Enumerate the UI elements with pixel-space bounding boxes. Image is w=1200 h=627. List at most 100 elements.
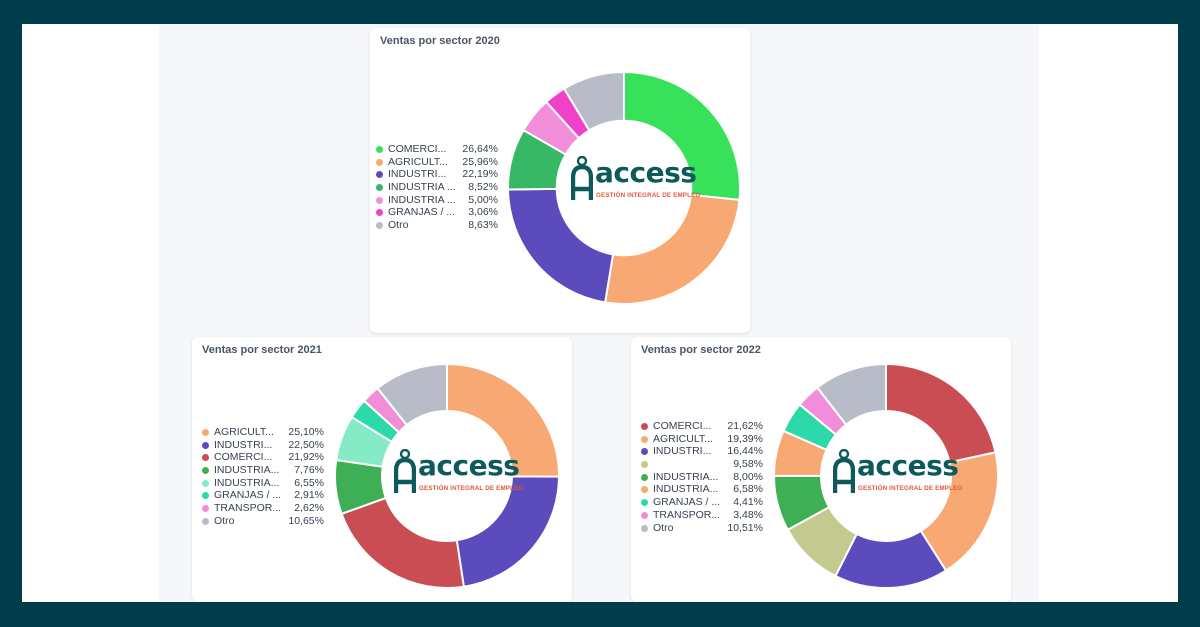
legend-label: INDUSTRIA ... (388, 181, 456, 194)
legend-value: 7,76% (294, 464, 324, 477)
chart-title-2021: Ventas por sector 2021 (202, 344, 322, 356)
access-logo: access GESTIÓN INTEGRAL DE EMPLEO (569, 155, 700, 207)
legend-value: 22,19% (462, 168, 498, 181)
legend-swatch (641, 435, 648, 443)
legend-swatch (641, 524, 648, 532)
chart-card-2022: Ventas por sector 2022 COMERCI... 21,62% A… (631, 337, 1011, 602)
legend-label: COMERCI... (388, 143, 447, 155)
legend-value: 22,50% (288, 438, 324, 451)
legend-value: 8,52% (468, 181, 498, 194)
chart-title-2020: Ventas por sector 2020 (380, 35, 500, 47)
legend-swatch (202, 479, 209, 487)
legend-swatch (202, 505, 209, 513)
legend-swatch (376, 184, 383, 192)
legend-label: INDUSTRIA ... (388, 193, 456, 206)
legend-label: AGRICULT... (214, 426, 274, 438)
legend-label: INDUSTRIA... (214, 464, 280, 477)
legend-label: Otro (653, 521, 674, 534)
legend-value: 26,64% (462, 143, 498, 155)
legend-swatch (202, 429, 209, 436)
legend-label: INDUSTRIA... (214, 476, 280, 489)
legend-value: 25,96% (462, 155, 498, 168)
access-logo: access GESTIÓN INTEGRAL DE EMPLEO (831, 448, 962, 500)
legend-swatch (641, 486, 648, 494)
legend-value: 21,92% (288, 451, 324, 464)
legend-value: 2,91% (294, 489, 324, 502)
frame: Ventas por sector 2020 COMERCI... 26,64% A… (22, 24, 1178, 602)
legend-label: COMERCI... (214, 451, 273, 464)
access-logo-mark (571, 156, 593, 200)
access-logo-tagline: GESTIÓN INTEGRAL DE EMPLEO (419, 485, 524, 492)
legend-value: 9,58% (733, 458, 763, 471)
legend-value: 25,10% (288, 426, 324, 438)
legend-value: 21,62% (727, 420, 763, 432)
legend-swatch (202, 492, 209, 500)
legend-label: TRANSPOR... (214, 502, 282, 515)
legend-value: 4,41% (733, 496, 763, 509)
legend-swatch (376, 196, 383, 204)
legend-swatch (641, 461, 648, 469)
legend-value: 3,48% (733, 508, 763, 521)
access-logo-wordmark: access (595, 156, 697, 189)
access-logo-mark (833, 449, 855, 493)
legend-swatch (641, 511, 648, 519)
legend-value: 8,63% (468, 219, 498, 232)
legend-swatch (376, 146, 383, 153)
access-logo-wordmark: access (857, 449, 959, 482)
donut-chart-2020 (506, 70, 741, 305)
donut-slice[interactable] (623, 70, 741, 202)
legend-label: GRANJAS / ... (388, 206, 456, 219)
legend-label: AGRICULT... (653, 432, 713, 445)
legend-value: 6,55% (294, 476, 324, 489)
legend-label: Otro (388, 219, 409, 232)
donut-slice[interactable] (815, 362, 887, 427)
donut-chart-2022 (772, 362, 999, 589)
legend-value: 10,65% (288, 514, 324, 527)
legend-swatch (202, 517, 209, 525)
access-logo-wordmark: access (418, 449, 520, 482)
donut-slice[interactable] (376, 362, 448, 427)
access-logo-mark (394, 449, 416, 493)
donut-slice[interactable] (562, 70, 625, 132)
legend-value: 2,62% (294, 502, 324, 515)
donut-slice[interactable] (506, 187, 615, 304)
legend-label: TRANSPOR... (653, 508, 721, 521)
legend-label: INDUSTRI... (653, 445, 712, 458)
legend-value: 3,06% (468, 206, 498, 219)
legend-swatch (641, 423, 648, 430)
legend-value: 16,44% (727, 445, 763, 458)
legend-value: 5,00% (468, 193, 498, 206)
dashboard-canvas: Ventas por sector 2020 COMERCI... 26,64% A… (159, 24, 1039, 602)
legend-swatch (376, 209, 383, 217)
donut-slice[interactable] (446, 362, 560, 478)
legend-swatch (376, 171, 383, 179)
legend-label: INDUSTRI... (388, 168, 447, 181)
legend-label: INDUSTRI... (214, 438, 273, 451)
legend-label: GRANJAS / ... (214, 489, 282, 502)
legend-swatch (376, 158, 383, 166)
legend-swatch (641, 499, 648, 507)
legend-swatch (202, 467, 209, 475)
legend-label: AGRICULT... (388, 155, 448, 168)
legend-label: INDUSTRIA... (653, 470, 719, 483)
legend-value: 8,00% (733, 470, 763, 483)
legend-value: 6,58% (733, 483, 763, 496)
chart-title-2022: Ventas por sector 2022 (641, 344, 761, 356)
bottom-strip (0, 602, 1200, 627)
legend-value: 10,51% (727, 521, 763, 534)
legend-label: GRANJAS / ... (653, 496, 721, 509)
legend-swatch (376, 222, 383, 230)
legend-label: COMERCI... (653, 420, 712, 432)
access-logo-tagline: GESTIÓN INTEGRAL DE EMPLEO (596, 192, 701, 199)
legend-swatch (641, 448, 648, 456)
legend-swatch (641, 473, 648, 481)
legend-label: INDUSTRIA... (653, 483, 719, 496)
donut-slice[interactable] (603, 193, 741, 305)
donut-chart-2021 (334, 362, 561, 589)
legend-swatch (202, 454, 209, 462)
donut-slice[interactable] (340, 496, 465, 589)
legend-swatch (202, 441, 209, 449)
chart-card-2020: Ventas por sector 2020 COMERCI... 26,64% A… (370, 28, 750, 333)
legend-value: 19,39% (727, 432, 763, 445)
legend-label: Otro (214, 514, 235, 527)
